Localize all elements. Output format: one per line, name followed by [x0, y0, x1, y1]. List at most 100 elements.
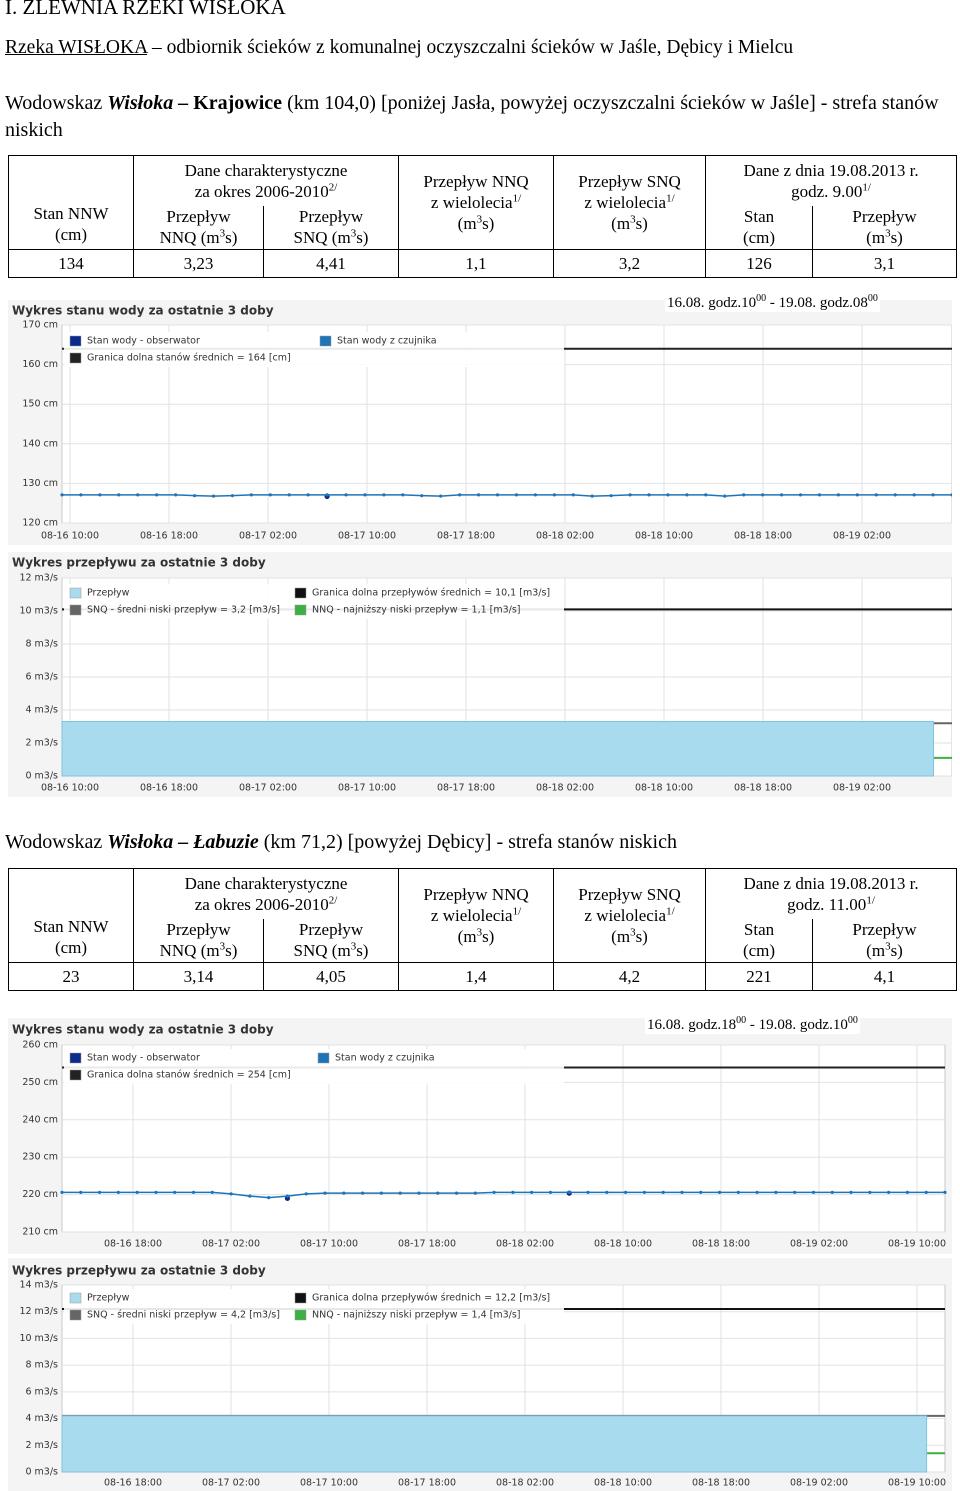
cell-line: za okres 2006-20102/ [136, 894, 396, 915]
cell-line: Przepływ SNQ [556, 884, 703, 905]
cell-line: SNQ (m3s) [266, 227, 396, 248]
header-cell: Przepływ (m3s) [812, 205, 958, 250]
text: Przepływ [852, 920, 917, 940]
legend-label: Granica dolna przepływów średnich = 12,2… [312, 1293, 550, 1304]
data-table: Stan NNW (cm) Dane charakterystyczne za okr… [8, 868, 958, 991]
observer-point [284, 1195, 291, 1201]
x-tick-label: 08-19 02:00 [790, 1239, 848, 1250]
text: z wielolecia [430, 906, 513, 925]
cell-line: Dane charakterystyczne [136, 873, 396, 894]
text: godz. 9.00 [791, 181, 863, 201]
x-tick-label: 08-18 10:00 [635, 783, 693, 794]
level-point [950, 493, 952, 497]
cell-line: Przepływ [815, 919, 954, 940]
superscript: 3 [476, 926, 483, 939]
level-point [417, 1191, 421, 1195]
level-point [154, 1190, 158, 1194]
legend-swatch [69, 1309, 82, 1321]
text: Wodowskaz [5, 92, 108, 114]
level-point [680, 1190, 684, 1194]
legend-swatch [317, 1052, 330, 1064]
y-tick-label: 170 cm [22, 320, 58, 331]
level-point [774, 1190, 778, 1194]
level-point [798, 493, 803, 497]
text: Dane z dnia 19.08.2013 r. [743, 160, 919, 180]
x-tick-label: 08-16 10:00 [41, 531, 99, 542]
text: z wielolecia [430, 193, 513, 212]
data-table: Stan NNW (cm) Dane charakterystyczne za okr… [8, 155, 958, 278]
y-tick-label: 120 cm [22, 518, 58, 529]
level-point [436, 1191, 440, 1195]
period: 16.08. godz.1800 - 19.08. godz.1000 [645, 1016, 860, 1034]
x-tick-label: 08-17 10:00 [300, 1239, 358, 1250]
data-cell: 4,05 [262, 962, 400, 991]
x-tick-label: 08-16 18:00 [140, 783, 198, 794]
x-tick-label: 08-17 10:00 [300, 1478, 358, 1489]
level-point [173, 1190, 177, 1194]
y-tick-label: 240 cm [22, 1114, 58, 1125]
cell-line: (m3s) [556, 213, 703, 234]
level-point [874, 493, 878, 497]
text: Stan [743, 207, 775, 227]
data-cell: 134 [8, 249, 134, 278]
x-tick-label: 08-18 02:00 [496, 1478, 554, 1489]
y-tick-label: 10 m3/s [19, 1333, 58, 1344]
data-cell: 126 [705, 249, 814, 278]
level-point [360, 1191, 365, 1195]
text: SNQ (m [293, 941, 351, 961]
text: (cm) [742, 228, 776, 248]
legend-box [64, 1289, 564, 1324]
text: Stan NNW [33, 204, 109, 223]
level-point [79, 493, 83, 497]
level-point [116, 1190, 120, 1194]
x-tick-label: 08-18 10:00 [594, 1478, 652, 1489]
level-point [717, 1190, 722, 1194]
level-point [382, 493, 386, 497]
level-point [742, 493, 746, 497]
text: s) [482, 927, 495, 946]
cell-line: (cm) [708, 227, 810, 248]
level-point [98, 493, 102, 497]
x-tick-label: 08-17 02:00 [239, 783, 297, 794]
superscript: 1/ [666, 905, 675, 918]
y-tick-label: 12 m3/s [19, 573, 58, 584]
cell-line: za okres 2006-20102/ [136, 181, 396, 202]
level-point [117, 493, 121, 497]
level-point [567, 1190, 571, 1194]
x-tick-label: 08-17 10:00 [338, 783, 396, 794]
text: (m [457, 927, 477, 946]
header-cell: Przepływ NNQ z wielolecia1/(m3s) [398, 155, 555, 250]
header-cell: Dane charakterystyczne za okres 2006-2010… [132, 868, 400, 919]
cell-line: Przepływ [266, 206, 396, 227]
superscript: 3 [219, 227, 226, 240]
cell-line: Stan NNW [11, 916, 131, 937]
legend-label: Granica dolna przepływów średnich = 10,1… [312, 588, 550, 599]
text: (cm) [54, 938, 88, 957]
y-tick-label: 10 m3/s [19, 606, 58, 617]
text: (cm) [742, 941, 776, 961]
header-cell: Przepływ SNQ (m3s) [262, 205, 400, 250]
x-tick-label: 08-17 02:00 [202, 1478, 260, 1489]
level-point [811, 1190, 816, 1194]
x-tick-label: 08-17 18:00 [437, 783, 495, 794]
text: (km 71,2) [powyżej Dębicy] - strefa stan… [258, 831, 677, 853]
river-name: Rzeka WISŁOKA [5, 37, 148, 58]
level-point [454, 1191, 459, 1195]
level-point [79, 1190, 83, 1194]
level-point [248, 1194, 252, 1198]
superscript: 00 [867, 293, 878, 304]
level-point [893, 493, 897, 497]
level-line [62, 1191, 945, 1199]
text: s) [890, 228, 903, 248]
text: 16.08. godz.18 [647, 1017, 737, 1033]
legend-label: Stan wody - obserwator [87, 1053, 200, 1064]
level-point [267, 1195, 271, 1200]
level-point [628, 493, 632, 497]
level-point [605, 1190, 609, 1194]
y-tick-label: 4 m3/s [25, 705, 58, 716]
level-point [548, 1190, 553, 1194]
legend-swatch [319, 335, 332, 347]
x-tick-label: 08-18 18:00 [734, 783, 792, 794]
y-tick-label: 250 cm [22, 1077, 58, 1088]
cell-line: SNQ (m3s) [266, 940, 396, 961]
